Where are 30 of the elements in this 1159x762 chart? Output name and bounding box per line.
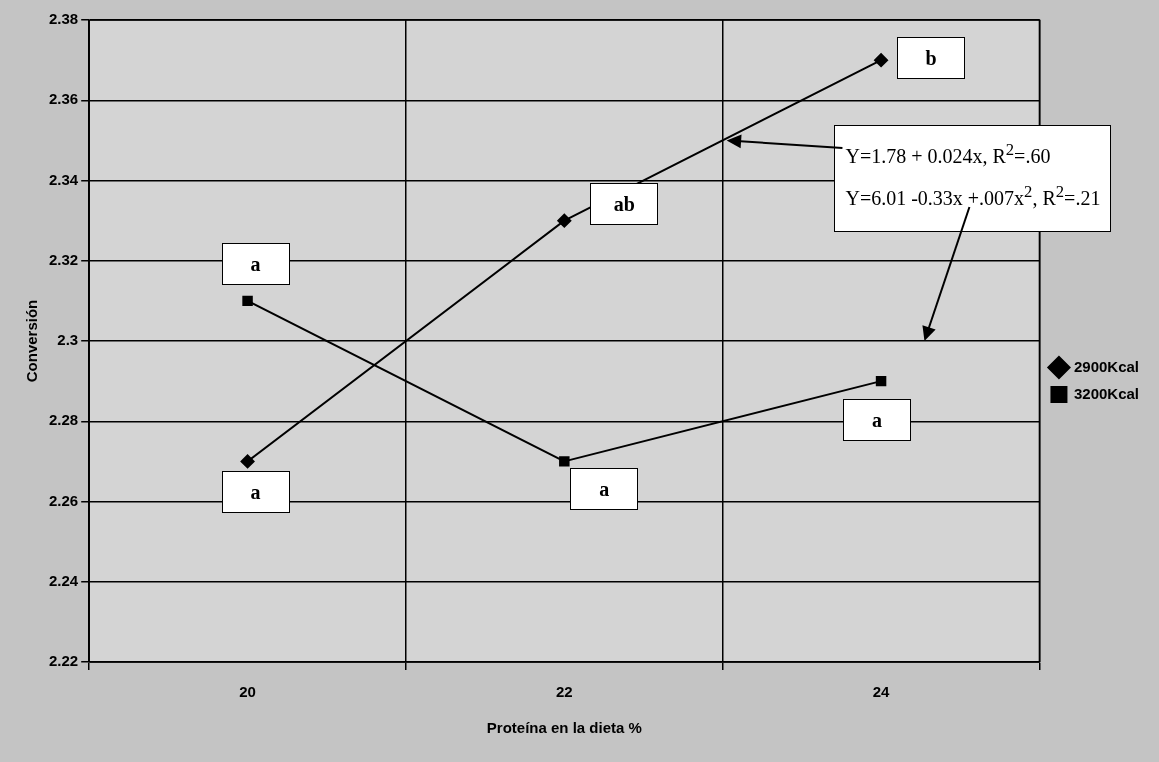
x-tick-label: 20 bbox=[239, 683, 256, 701]
annotation: a bbox=[570, 468, 639, 511]
annotation: b bbox=[897, 37, 966, 80]
y-axis-title: Conversión bbox=[23, 299, 41, 383]
annotation: Y=1.78 + 0.024x, R$^{2}$=.60 bbox=[845, 140, 1052, 168]
annotation: a bbox=[843, 399, 912, 442]
y-tick-label: 2.26 bbox=[48, 491, 79, 509]
y-tick-label: 2.24 bbox=[48, 571, 79, 589]
point bbox=[242, 295, 253, 307]
point bbox=[557, 213, 572, 228]
annotation: a bbox=[221, 471, 290, 514]
point bbox=[240, 454, 255, 469]
annotation: a bbox=[221, 242, 290, 285]
point bbox=[874, 53, 889, 68]
x-tick-label: 24 bbox=[872, 683, 891, 701]
point bbox=[559, 456, 570, 467]
x-axis-title: Proteína en la dieta % bbox=[486, 719, 642, 737]
y-tick-label: 2.3 bbox=[57, 331, 79, 349]
legend-label: 2900Kcal bbox=[1073, 357, 1140, 375]
annotation: Y=6.01 -0.33x +.007x$^{2}$, R$^{2}$=.21 bbox=[845, 181, 1101, 210]
annotation: ab bbox=[590, 182, 659, 225]
y-tick-label: 2.28 bbox=[48, 411, 79, 429]
x-tick-label: 22 bbox=[555, 683, 573, 701]
y-tick-label: 2.38 bbox=[48, 10, 79, 28]
y-tick-label: 2.32 bbox=[48, 250, 79, 268]
y-tick-label: 2.22 bbox=[48, 652, 79, 670]
y-tick-label: 2.34 bbox=[48, 170, 79, 188]
y-tick-label: 2.36 bbox=[48, 90, 79, 108]
point bbox=[875, 375, 887, 387]
legend-label: 3200Kcal bbox=[1073, 384, 1140, 402]
